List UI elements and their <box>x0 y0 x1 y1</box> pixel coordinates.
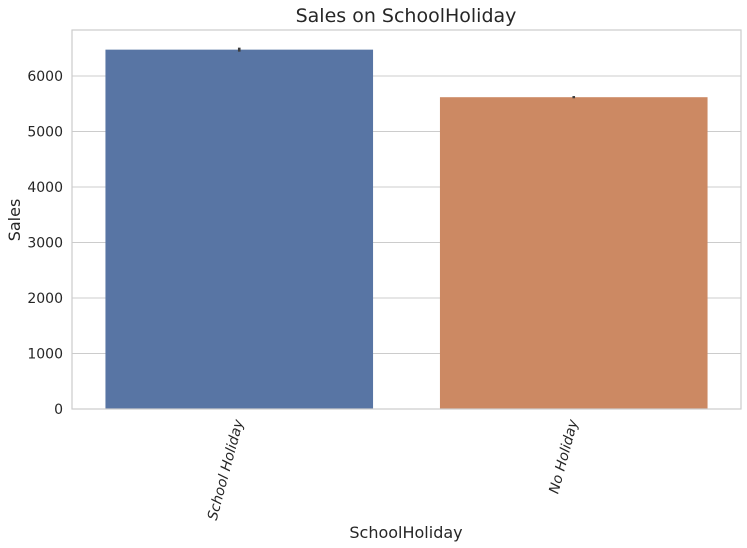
x-tick-label: School Holiday <box>205 417 247 522</box>
chart-title: Sales on SchoolHoliday <box>296 5 517 27</box>
bar-no-holiday <box>439 97 708 409</box>
y-tick-label: 4000 <box>27 180 63 196</box>
y-tick-label: 6000 <box>27 69 63 85</box>
bars <box>105 49 708 410</box>
y-tick-label: 5000 <box>27 125 63 141</box>
y-tick-label: 2000 <box>27 291 63 307</box>
y-axis-label: Sales <box>5 199 24 242</box>
y-tick-label: 0 <box>54 402 63 418</box>
x-axis-label: SchoolHoliday <box>349 523 462 542</box>
error-bars <box>237 47 576 99</box>
y-tick-label: 1000 <box>27 347 63 363</box>
y-tick-labels: 0 1000 2000 3000 4000 5000 6000 <box>27 69 63 418</box>
x-tick-label: No Holiday <box>546 417 581 495</box>
bar-school-holiday <box>105 49 374 410</box>
plot-frame <box>71 29 742 410</box>
x-tick-labels: School Holiday No Holiday <box>205 417 582 522</box>
y-tick-label: 3000 <box>27 236 63 252</box>
